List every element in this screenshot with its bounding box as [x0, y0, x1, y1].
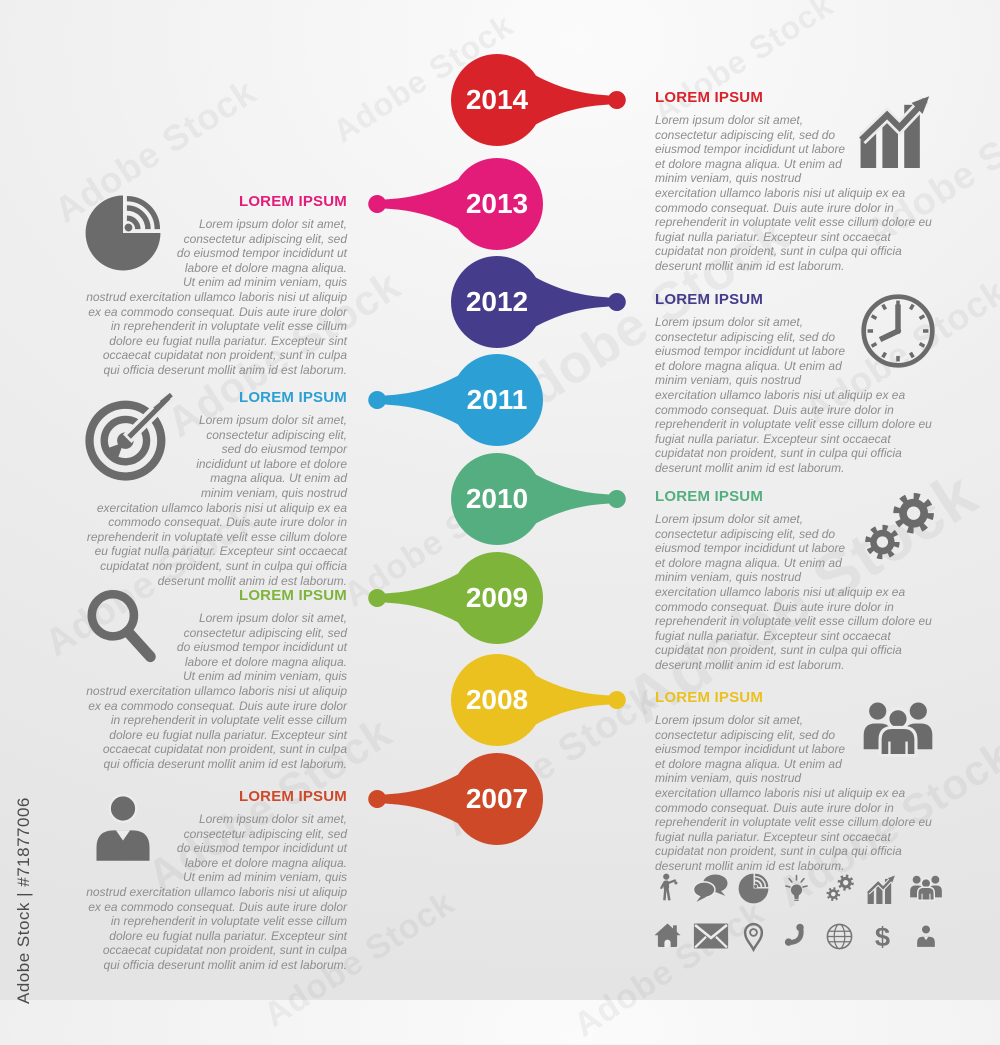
bar-chart-growth-icon: [859, 90, 937, 168]
timeline-entry-2009: LOREM IPSUM Lorem ipsum dolor sit amet, …: [84, 587, 347, 772]
timeline-year: 2011: [466, 384, 528, 415]
home-icon: [652, 921, 683, 952]
timeline-balloon: [451, 654, 626, 746]
bar-chart-icon: [867, 873, 898, 904]
timeline-entry-2011: LOREM IPSUM Lorem ipsum dolor sit amet, …: [84, 389, 347, 588]
timeline-year: 2007: [465, 783, 529, 814]
target-arrow-icon: [84, 390, 176, 482]
timeline-entry-2007: LOREM IPSUM Lorem ipsum dolor sit amet, …: [84, 788, 347, 973]
lightbulb-icon: [781, 873, 812, 904]
timeline-year: 2008: [465, 684, 529, 715]
timeline-year: 2013: [465, 188, 529, 219]
timeline-balloon: [368, 158, 543, 250]
timeline-year: 2010: [465, 483, 529, 514]
timeline-balloon: [368, 552, 543, 644]
timeline-entry-2008: LOREM IPSUM Lorem ipsum dolor sit amet, …: [655, 689, 937, 874]
entry-body: Lorem ipsum dolor sit amet, consectetur …: [86, 611, 347, 771]
gears-icon: [824, 873, 855, 904]
entry-body: Lorem ipsum dolor sit amet, consectetur …: [655, 315, 932, 475]
timeline-entry-2012: LOREM IPSUM Lorem ipsum dolor sit amet, …: [655, 291, 937, 476]
timeline-entry-2013: LOREM IPSUM Lorem ipsum dolor sit amet, …: [84, 193, 347, 378]
team-icon: [908, 870, 944, 906]
entry-heading: LOREM IPSUM: [238, 389, 347, 406]
entry-heading: LOREM IPSUM: [238, 587, 347, 604]
entry-heading: LOREM IPSUM: [655, 89, 764, 106]
person-icon: [913, 923, 939, 949]
timeline-balloon: [451, 453, 626, 545]
person-icon: [84, 789, 162, 867]
chat-bubbles-icon: [692, 870, 729, 907]
timeline-balloon: [451, 256, 626, 348]
entry-heading: LOREM IPSUM: [655, 689, 764, 706]
timeline-year: 2009: [465, 582, 529, 613]
timeline-entry-2010: LOREM IPSUM Lorem ipsum dolor sit amet, …: [655, 488, 937, 673]
phone-icon: [781, 921, 812, 952]
entry-heading: LOREM IPSUM: [655, 291, 764, 308]
entry-body: Lorem ipsum dolor sit amet, consectetur …: [655, 512, 932, 672]
entry-body: Lorem ipsum dolor sit amet, consectetur …: [86, 812, 347, 972]
timeline-year: 2014: [465, 84, 529, 115]
clock-icon: [859, 292, 937, 370]
timeline-entry-2014: LOREM IPSUM Lorem ipsum dolor sit amet, …: [655, 89, 937, 274]
team-icon: [859, 690, 937, 768]
presenter-icon: [652, 873, 683, 904]
timeline-balloon: [368, 753, 543, 845]
watermark-side-label: Adobe Stock | #71877006: [14, 797, 33, 1004]
dollar-icon: [867, 921, 898, 952]
entry-body: Lorem ipsum dolor sit amet, consectetur …: [655, 713, 932, 873]
entry-body: Lorem ipsum dolor sit amet, consectetur …: [655, 113, 932, 273]
entry-body: Lorem ipsum dolor sit amet, consectetur …: [86, 413, 347, 588]
location-pin-icon: [738, 921, 769, 952]
entry-heading: LOREM IPSUM: [655, 488, 764, 505]
pie-chart-wifi-icon: [738, 873, 769, 904]
icon-grid: [646, 864, 947, 960]
timeline-year: 2012: [465, 286, 529, 317]
magnifier-icon: [84, 588, 162, 666]
mail-icon: [692, 917, 730, 955]
timeline-balloon: [368, 354, 543, 446]
gears-icon: [859, 489, 937, 567]
timeline-balloon: [451, 54, 626, 146]
entry-heading: LOREM IPSUM: [238, 788, 347, 805]
pie-chart-wifi-icon: [84, 194, 162, 272]
entry-body: Lorem ipsum dolor sit amet, consectetur …: [86, 217, 347, 377]
globe-icon: [824, 921, 855, 952]
entry-heading: LOREM IPSUM: [238, 193, 347, 210]
